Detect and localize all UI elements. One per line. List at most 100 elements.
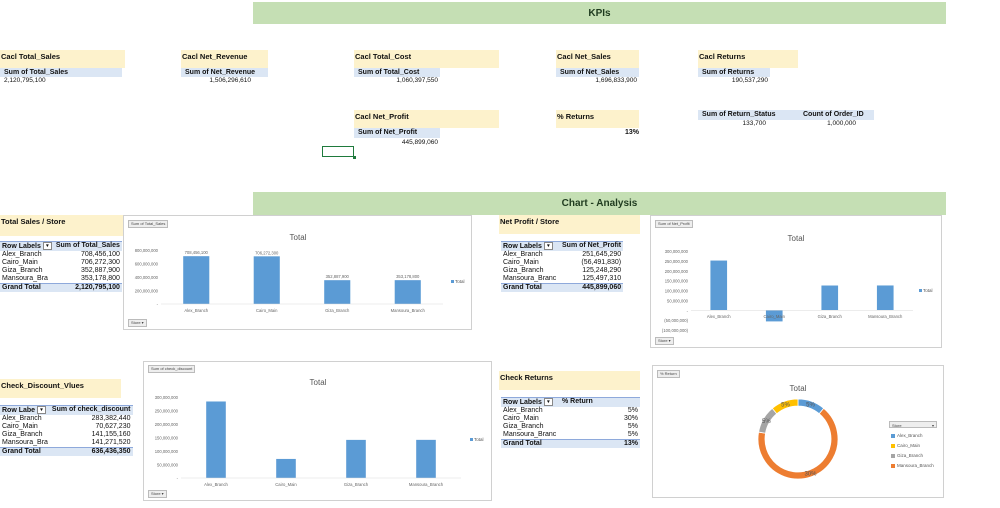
kpi-pct-returns-value: 13%	[624, 129, 639, 136]
pivot-header-sum: Sum of check_discount	[49, 404, 133, 415]
bar	[710, 260, 728, 311]
chart-title: Total	[290, 233, 307, 242]
selected-cell[interactable]	[322, 146, 356, 159]
bar	[253, 256, 280, 304]
chart-title: Total	[788, 234, 805, 243]
kpi-pct-returns-caption: % Returns	[556, 110, 639, 128]
x-category-label: Mansoura_Branch	[391, 308, 426, 313]
profit-chart[interactable]: Sum of Net_Profit Store ▾ Total 300,000,0…	[650, 215, 942, 348]
pivot-row-label: Giza_Branch	[503, 266, 544, 274]
pivot-header-row-labels: Row Labe ▾	[0, 404, 50, 415]
sales-store-pivot: Row Labels ▾ Sum of Total_Sales Alex_Bra…	[0, 240, 122, 292]
y-tick-label: 200,000,000	[665, 269, 689, 274]
y-tick-label: -	[177, 476, 179, 481]
kpi-order-count-value: 1,000,000	[827, 120, 856, 127]
filter-dropdown-icon[interactable]: ▾	[543, 242, 553, 250]
x-category-label: Giza_Branch	[344, 482, 369, 487]
pivot-row-label: Mansoura_Branc	[503, 430, 557, 438]
returns-store-caption: Check Returns	[499, 371, 640, 390]
legend-swatch	[891, 443, 895, 448]
kpi-net-profit-value: 445,899,060	[401, 139, 438, 146]
sales-chart[interactable]: Sum of Total_Sales Store ▾ Total 800,000,…	[123, 215, 472, 330]
kpi-total-sales-header: Sum of Total_Sales	[0, 68, 122, 77]
pivot-grand-total-label: Grand Total	[0, 446, 50, 456]
pivot-row-value: 706,272,300	[80, 258, 120, 266]
legend-item: Mansoura_Branch	[891, 461, 934, 471]
filter-dropdown-icon[interactable]: ▾	[42, 242, 52, 250]
kpi-total-cost-caption: Cacl Total_Cost	[354, 50, 499, 68]
pivot-header-sum: Sum of Total_Sales	[53, 240, 122, 251]
chart-field-button[interactable]: Sum of Total_Sales	[128, 220, 169, 228]
pivot-row-value: 251,645,290	[582, 250, 622, 258]
store-filter-button[interactable]: Store ▾	[655, 337, 674, 345]
y-tick-label: -	[157, 302, 159, 307]
filter-dropdown-icon[interactable]: ▾	[543, 398, 553, 406]
y-tick-label: 800,000,000	[135, 248, 159, 253]
pivot-header-sum: % Return	[560, 396, 640, 407]
data-label: 5%	[762, 419, 771, 425]
kpi-total-cost-header: Sum of Total_Cost	[354, 68, 440, 77]
bar	[394, 280, 421, 304]
x-category-label: Giza_Branch	[818, 314, 843, 319]
bar	[346, 439, 366, 478]
legend-swatch	[891, 463, 895, 468]
pivot-row-value: 125,497,310	[582, 274, 622, 282]
chart-field-button[interactable]: % Return	[657, 370, 680, 378]
legend-swatch	[470, 438, 473, 441]
pivot-row-label: Cairo_Main	[503, 258, 539, 266]
chart-field-button[interactable]: Sum of Net_Profit	[655, 220, 693, 228]
x-category-label: Mansoura_Branch	[409, 482, 444, 487]
pie-legend: Alex_Branch Cairo_Main Giza_Branch Manso…	[891, 431, 934, 471]
legend-store-filter[interactable]: Store ▾	[889, 421, 937, 428]
data-label: 708,456,100	[185, 250, 209, 255]
pivot-row-label: Mansoura_Bra	[2, 274, 48, 282]
pivot-row-label: Alex_Branch	[2, 250, 42, 258]
legend-label: Total	[923, 288, 933, 293]
discount-store-caption: Check_Discount_Vlues	[0, 379, 121, 398]
returns-store-pivot: Row Labels ▾ % Return Alex_Branch 5% Cair…	[501, 396, 640, 448]
kpi-net-revenue-header: Sum of Net_Revenue	[181, 68, 268, 77]
kpi-total-sales-value: 2,120,795,100	[4, 77, 46, 84]
chart-field-button[interactable]: Sum of check_discount	[148, 365, 196, 373]
pivot-grand-total-label: Grand Total	[0, 282, 54, 292]
store-filter-button[interactable]: Store ▾	[128, 319, 147, 327]
y-tick-label: 300,000,000	[665, 249, 689, 254]
pivot-row-value: 353,178,800	[80, 274, 120, 282]
pivot-row-label: Mansoura_Bra	[2, 438, 48, 446]
kpi-total-cost-value: 1,060,397,550	[396, 77, 438, 84]
returns-chart[interactable]: % Return Total 5% 30% 5% 5% Store ▾ Alex_Bran…	[652, 365, 944, 498]
pivot-header-row-labels: Row Labels ▾	[501, 240, 560, 251]
y-tick-label: 200,000,000	[135, 289, 159, 294]
y-tick-label: 150,000,000	[665, 279, 689, 284]
kpi-total-sales-caption: Cacl Total_Sales	[0, 50, 125, 68]
pivot-header-row-labels: Row Labels ▾	[0, 240, 54, 251]
pivot-row-value: 5%	[627, 422, 638, 430]
kpi-net-profit-header: Sum of Net_Profit	[354, 128, 440, 138]
y-tick-label: 250,000,000	[155, 409, 179, 414]
data-label: 706,272,300	[255, 250, 279, 255]
bar	[206, 401, 226, 478]
pivot-row-value: 708,456,100	[80, 250, 120, 258]
pivot-row-label: Cairo_Main	[2, 422, 38, 430]
discount-chart[interactable]: Sum of check_discount Store ▾ Total 300,0…	[143, 361, 492, 501]
kpi-net-sales-value: 1,696,833,900	[595, 77, 637, 84]
profit-store-pivot: Row Labels ▾ Sum of Net_Profit Alex_Bran…	[501, 240, 624, 292]
y-tick-label: 600,000,000	[135, 262, 159, 267]
pivot-row-label: Giza_Branch	[503, 422, 544, 430]
pivot-header-row-labels: Row Labels ▾	[501, 396, 560, 407]
legend-label: Total	[474, 437, 484, 442]
pivot-row-value: 125,248,290	[582, 266, 622, 274]
kpi-net-sales-caption: Cacl Net_Sales	[556, 50, 639, 68]
pivot-grand-total-value: 445,899,060	[560, 282, 624, 292]
legend-label: Total	[455, 279, 465, 284]
pivot-header-sum: Sum of Net_Profit	[560, 240, 624, 251]
filter-dropdown-icon[interactable]: ▾	[37, 406, 47, 414]
pivot-row-value: 5%	[627, 406, 638, 414]
store-filter-button[interactable]: Store ▾	[148, 490, 167, 498]
pivot-row-label: Alex_Branch	[503, 406, 543, 414]
donut-slice	[771, 398, 799, 415]
pivot-row-value: (56,491,830)	[581, 258, 622, 266]
chart-title: Total	[310, 378, 327, 387]
pivot-grand-total-value: 636,436,350	[49, 446, 133, 456]
legend-item: Cairo_Main	[891, 441, 934, 451]
